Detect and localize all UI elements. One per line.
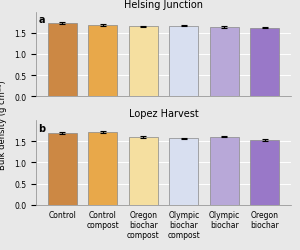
Bar [129, 27, 158, 97]
Bar [169, 26, 198, 97]
Text: a: a [38, 15, 45, 25]
Bar [88, 132, 117, 205]
Bar [88, 26, 117, 97]
Bar [48, 24, 77, 97]
Bar [210, 28, 239, 97]
Text: Bulk density (g cm⁻³): Bulk density (g cm⁻³) [0, 80, 8, 170]
Bar [250, 28, 279, 97]
Bar [129, 138, 158, 205]
Bar [48, 133, 77, 205]
Bar [250, 140, 279, 205]
Title: Helsing Junction: Helsing Junction [124, 0, 203, 10]
Bar [169, 139, 198, 205]
Bar [210, 137, 239, 205]
Title: Lopez Harvest: Lopez Harvest [129, 108, 198, 118]
Text: b: b [38, 123, 46, 133]
